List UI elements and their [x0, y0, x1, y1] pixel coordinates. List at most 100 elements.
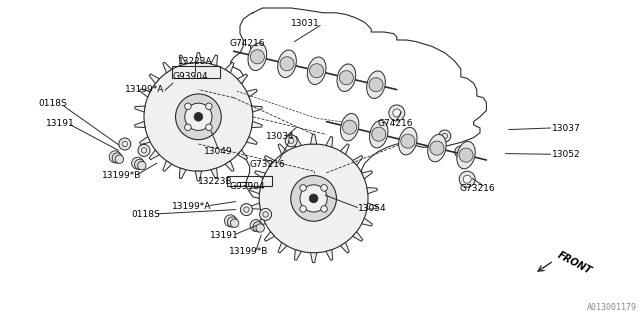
Text: 13191: 13191: [46, 119, 75, 128]
Circle shape: [321, 185, 328, 191]
Text: FRONT: FRONT: [556, 250, 593, 276]
Polygon shape: [140, 137, 150, 144]
Bar: [227, 176, 272, 186]
Polygon shape: [369, 120, 388, 148]
Text: 13034: 13034: [266, 132, 294, 141]
Text: 13049: 13049: [204, 147, 232, 156]
Circle shape: [342, 120, 356, 134]
Polygon shape: [255, 218, 266, 226]
Circle shape: [285, 135, 297, 147]
Circle shape: [225, 215, 236, 227]
Circle shape: [134, 159, 145, 170]
Polygon shape: [367, 188, 378, 194]
Circle shape: [241, 204, 252, 216]
Circle shape: [455, 146, 467, 158]
Polygon shape: [264, 232, 275, 241]
Circle shape: [132, 157, 143, 169]
Circle shape: [280, 57, 294, 71]
Polygon shape: [225, 161, 234, 172]
Circle shape: [300, 206, 307, 212]
Circle shape: [300, 185, 327, 212]
Circle shape: [401, 134, 415, 148]
Polygon shape: [134, 106, 145, 112]
Polygon shape: [326, 137, 333, 147]
Polygon shape: [250, 188, 260, 194]
Polygon shape: [250, 203, 260, 209]
Text: 13199*A: 13199*A: [172, 202, 211, 211]
Circle shape: [227, 217, 237, 227]
Circle shape: [321, 206, 328, 212]
Text: G73216: G73216: [250, 160, 285, 169]
Polygon shape: [140, 89, 150, 97]
Polygon shape: [367, 203, 378, 209]
Polygon shape: [195, 52, 202, 62]
Circle shape: [109, 151, 121, 163]
Circle shape: [256, 224, 264, 232]
Circle shape: [184, 103, 191, 109]
Polygon shape: [367, 71, 385, 99]
Text: G93904: G93904: [229, 182, 265, 191]
Text: 13031: 13031: [291, 19, 320, 28]
Text: 13191: 13191: [210, 231, 239, 240]
Circle shape: [459, 148, 473, 162]
Polygon shape: [307, 57, 326, 84]
Text: 13223A: 13223A: [178, 57, 212, 66]
Circle shape: [260, 208, 271, 220]
Circle shape: [115, 155, 124, 164]
Circle shape: [369, 78, 383, 92]
Text: G74216: G74216: [229, 39, 264, 48]
Circle shape: [393, 109, 401, 117]
Polygon shape: [428, 134, 446, 162]
Circle shape: [185, 103, 212, 131]
Text: G74216: G74216: [378, 119, 413, 128]
Circle shape: [205, 103, 212, 109]
Polygon shape: [252, 122, 262, 128]
Polygon shape: [294, 250, 301, 260]
Circle shape: [138, 161, 146, 170]
Polygon shape: [457, 141, 476, 169]
Polygon shape: [294, 137, 301, 147]
Text: 13199*B: 13199*B: [102, 171, 142, 180]
Circle shape: [138, 144, 150, 156]
Circle shape: [430, 141, 444, 155]
Polygon shape: [337, 64, 356, 92]
Circle shape: [194, 112, 203, 121]
Polygon shape: [195, 171, 202, 181]
Circle shape: [291, 176, 337, 221]
Text: 13199*B: 13199*B: [229, 247, 269, 256]
Circle shape: [339, 71, 353, 85]
Polygon shape: [237, 150, 248, 160]
Polygon shape: [310, 134, 317, 144]
Text: 13199*A: 13199*A: [125, 85, 164, 94]
Text: A013001179: A013001179: [587, 303, 637, 312]
Text: 0118S: 0118S: [131, 210, 160, 219]
Circle shape: [112, 153, 122, 163]
Polygon shape: [163, 161, 172, 172]
Polygon shape: [353, 232, 363, 241]
Polygon shape: [310, 253, 317, 263]
Polygon shape: [340, 144, 349, 154]
Circle shape: [144, 62, 253, 171]
Circle shape: [230, 219, 239, 228]
Text: 13037: 13037: [552, 124, 580, 133]
Circle shape: [259, 144, 368, 253]
Circle shape: [310, 64, 324, 78]
Circle shape: [250, 50, 264, 64]
Polygon shape: [248, 43, 267, 71]
Polygon shape: [246, 137, 257, 144]
Polygon shape: [340, 243, 349, 253]
Polygon shape: [246, 89, 257, 97]
Circle shape: [372, 127, 386, 141]
Circle shape: [184, 124, 191, 131]
Polygon shape: [340, 113, 359, 141]
Text: 13223B: 13223B: [198, 177, 233, 186]
Polygon shape: [353, 156, 363, 165]
Text: G93904: G93904: [173, 72, 209, 81]
Polygon shape: [237, 74, 248, 84]
Text: 13052: 13052: [552, 150, 580, 159]
Polygon shape: [362, 171, 372, 179]
Polygon shape: [399, 127, 417, 155]
Text: 0118S: 0118S: [38, 99, 67, 108]
Circle shape: [309, 194, 318, 203]
Polygon shape: [211, 55, 218, 66]
